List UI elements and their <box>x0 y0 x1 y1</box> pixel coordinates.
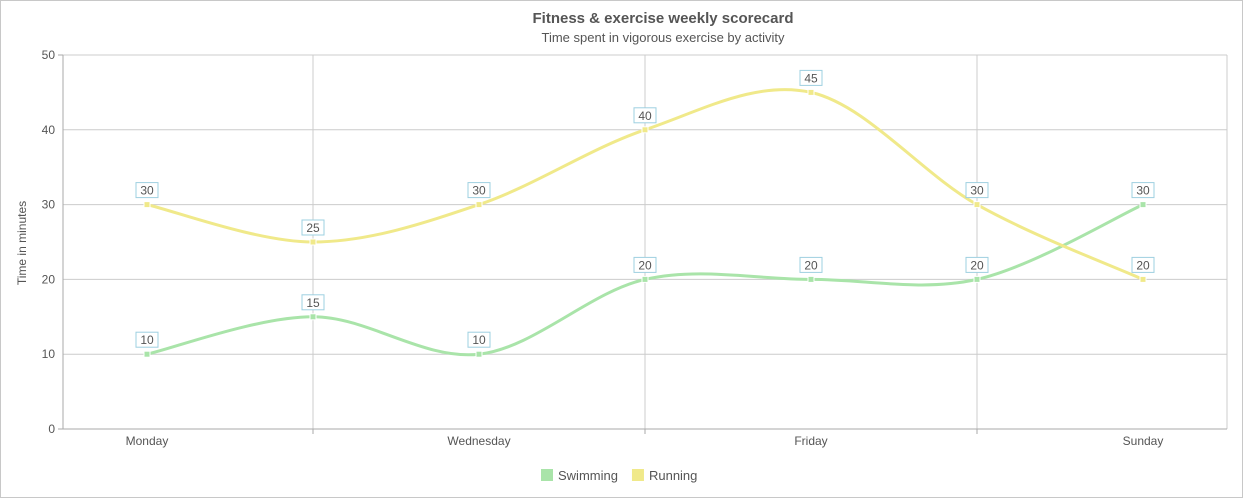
data-labels: 10 15 10 20 20 20 30 30 25 30 40 45 30 20 <box>135 69 1155 348</box>
y-axis-title: Time in minutes <box>15 201 29 285</box>
y-tick-label: 20 <box>42 272 56 286</box>
data-point-running[interactable] <box>807 88 815 96</box>
x-tick-label: Sunday <box>1123 434 1164 448</box>
legend-label-running[interactable]: Running <box>649 468 697 483</box>
x-tick-label: Monday <box>126 434 169 448</box>
legend-swatch-running[interactable] <box>631 469 644 481</box>
legend-label-swimming[interactable]: Swimming <box>558 468 618 483</box>
data-label-swimming: 30 <box>1136 184 1150 198</box>
y-tick-label: 0 <box>48 422 55 436</box>
data-label-running: 30 <box>970 184 984 198</box>
data-label-running: 40 <box>638 109 652 123</box>
data-label-box <box>633 107 657 124</box>
data-label-swimming: 20 <box>804 258 818 272</box>
y-tick-label: 50 <box>42 48 56 62</box>
data-label-box <box>135 331 159 348</box>
data-label-swimming: 10 <box>140 333 154 347</box>
data-label-swimming: 15 <box>306 296 320 310</box>
data-point-swimming[interactable] <box>641 275 649 283</box>
legend[interactable]: Swimming Running <box>541 468 697 483</box>
axes: 0 10 20 30 40 50 Monday Wednesday Friday Sunday <box>42 48 1227 448</box>
data-label-running: 20 <box>1136 258 1150 272</box>
data-label-box <box>799 69 823 86</box>
data-point-running[interactable] <box>475 201 483 209</box>
data-label-box <box>1131 182 1155 199</box>
data-point-swimming[interactable] <box>973 275 981 283</box>
data-point-running[interactable] <box>143 201 151 209</box>
data-label-running: 30 <box>140 184 154 198</box>
data-point-swimming[interactable] <box>1139 201 1147 209</box>
data-label-box <box>965 182 989 199</box>
data-point-swimming[interactable] <box>309 313 317 321</box>
data-label-box <box>301 219 325 236</box>
data-label-box <box>1131 256 1155 273</box>
data-point-running[interactable] <box>641 126 649 134</box>
legend-swatch-swimming[interactable] <box>541 469 553 481</box>
data-label-running: 25 <box>306 221 320 235</box>
data-label-box <box>301 294 325 311</box>
data-label-running: 30 <box>472 184 486 198</box>
data-label-swimming: 20 <box>638 258 652 272</box>
data-point-running[interactable] <box>1139 275 1147 283</box>
data-label-running: 45 <box>804 71 818 85</box>
data-point-running[interactable] <box>973 201 981 209</box>
y-tick-label: 10 <box>42 347 56 361</box>
data-label-swimming: 10 <box>472 333 486 347</box>
data-point-running[interactable] <box>309 238 317 246</box>
data-label-box <box>467 182 491 199</box>
x-tick-label: Friday <box>794 434 827 448</box>
x-tick-label: Wednesday <box>447 434 510 448</box>
series-layer <box>143 88 1147 358</box>
data-label-box <box>799 256 823 273</box>
data-point-swimming[interactable] <box>807 275 815 283</box>
data-point-swimming[interactable] <box>475 350 483 358</box>
data-label-box <box>467 331 491 348</box>
data-label-swimming: 20 <box>970 258 984 272</box>
data-label-box <box>135 182 159 199</box>
y-tick-label: 40 <box>42 123 56 137</box>
chart-title: Fitness & exercise weekly scorecard <box>533 10 794 27</box>
data-label-box <box>633 256 657 273</box>
grid-lines <box>63 54 1228 429</box>
data-point-swimming[interactable] <box>143 350 151 358</box>
chart-subtitle: Time spent in vigorous exercise by activ… <box>541 30 785 45</box>
y-tick-label: 30 <box>42 198 56 212</box>
data-label-box <box>965 256 989 273</box>
